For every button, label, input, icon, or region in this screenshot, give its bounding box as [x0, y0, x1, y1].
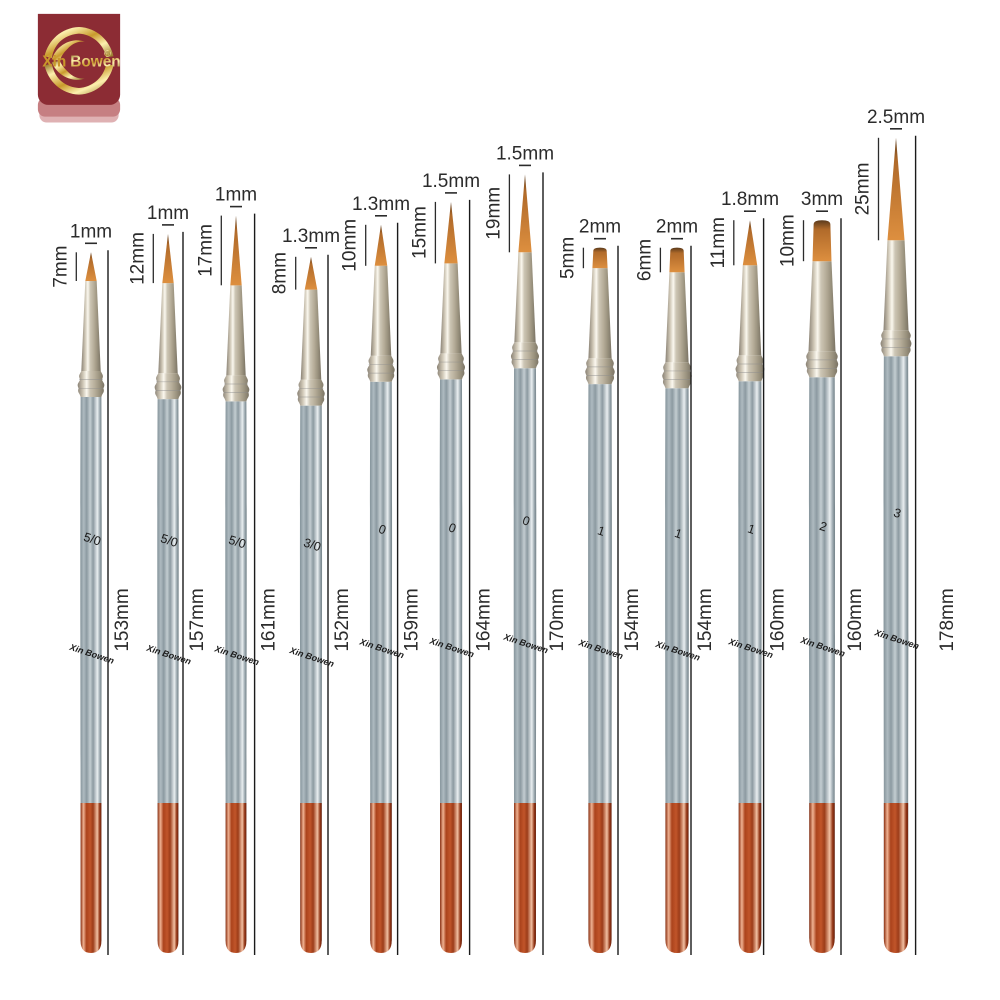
svg-text:2.5mm: 2.5mm — [867, 107, 925, 128]
svg-text:170mm: 170mm — [547, 588, 568, 651]
svg-text:160mm: 160mm — [768, 588, 789, 651]
svg-text:6mm: 6mm — [634, 239, 655, 281]
svg-text:159mm: 159mm — [402, 588, 423, 651]
svg-text:154mm: 154mm — [622, 588, 643, 651]
svg-text:1.5mm: 1.5mm — [496, 143, 554, 164]
svg-text:1mm: 1mm — [215, 185, 257, 206]
svg-text:152mm: 152mm — [332, 588, 353, 651]
svg-text:1.5mm: 1.5mm — [422, 171, 480, 192]
svg-text:161mm: 161mm — [259, 588, 280, 651]
svg-text:10mm: 10mm — [778, 214, 799, 267]
svg-text:11mm: 11mm — [708, 217, 729, 268]
svg-text:17mm: 17mm — [195, 224, 216, 277]
svg-text:8mm: 8mm — [270, 252, 291, 294]
svg-text:153mm: 153mm — [112, 588, 133, 651]
svg-text:10mm: 10mm — [340, 219, 361, 272]
svg-text:1mm: 1mm — [70, 221, 112, 242]
svg-text:3mm: 3mm — [801, 189, 843, 210]
svg-text:178mm: 178mm — [937, 588, 958, 651]
svg-text:164mm: 164mm — [474, 588, 495, 651]
svg-text:1.8mm: 1.8mm — [721, 189, 779, 210]
svg-text:5mm: 5mm — [557, 237, 578, 279]
svg-text:7mm: 7mm — [50, 245, 71, 287]
svg-text:12mm: 12mm — [127, 232, 148, 285]
svg-text:154mm: 154mm — [695, 588, 716, 651]
svg-text:19mm: 19mm — [483, 187, 504, 240]
svg-text:1mm: 1mm — [147, 203, 189, 224]
svg-text:1.3mm: 1.3mm — [352, 194, 410, 215]
svg-text:157mm: 157mm — [187, 588, 208, 651]
svg-text:2mm: 2mm — [656, 217, 698, 238]
svg-text:15mm: 15mm — [409, 206, 430, 259]
svg-text:2mm: 2mm — [579, 217, 621, 238]
svg-text:160mm: 160mm — [845, 588, 866, 651]
svg-text:25mm: 25mm — [853, 163, 874, 216]
svg-text:1.3mm: 1.3mm — [282, 226, 340, 247]
